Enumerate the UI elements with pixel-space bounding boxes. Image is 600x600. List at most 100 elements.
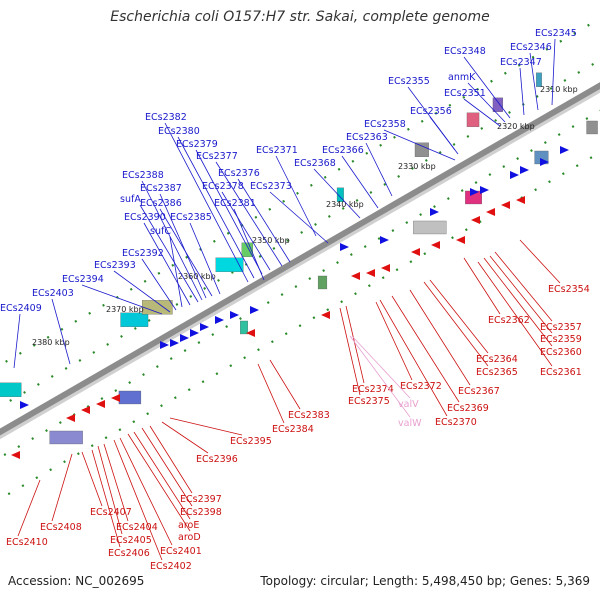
reverse-leader-line xyxy=(494,251,553,322)
reverse-gene-arrow-0 xyxy=(11,451,20,459)
forward-gene-label: ECs2381 xyxy=(214,198,256,209)
forward-gene-label: ECs2345 xyxy=(535,28,577,39)
reverse-gene-label: ECs2365 xyxy=(476,367,518,378)
forward-leader-line xyxy=(429,116,459,155)
reverse-leader-line xyxy=(169,417,243,436)
scale-tick-label: 2350 kbp xyxy=(252,236,290,245)
forward-gene-label: ECs2346 xyxy=(510,42,552,53)
reverse-gene-arrow-13 xyxy=(471,216,480,224)
reverse-gene-block-0 xyxy=(49,430,83,445)
reverse-gene-arrow-6 xyxy=(321,311,330,319)
forward-gene-arrow-3 xyxy=(180,334,189,342)
reverse-gene-arrow-10 xyxy=(411,248,420,256)
reverse-gene-arrow-1 xyxy=(66,414,75,422)
forward-gene-label: ECs2358 xyxy=(364,119,406,130)
reverse-gene-label: ECs2360 xyxy=(540,347,582,358)
forward-gene-block-0 xyxy=(0,382,22,397)
reverse-leader-line xyxy=(133,431,191,520)
forward-gene-label: ECs2388 xyxy=(122,170,164,181)
accession-text: Accession: NC_002695 xyxy=(8,574,145,588)
reverse-gene-label: ECs2401 xyxy=(160,546,202,557)
reverse-gene-label: ECs2369 xyxy=(447,403,489,414)
reverse-gene-label: ECs2364 xyxy=(476,354,518,365)
forward-leader-line xyxy=(215,161,283,267)
reverse-leader-line xyxy=(375,301,413,381)
reverse-gene-arrow-3 xyxy=(96,400,105,408)
reverse-gene-arrow-9 xyxy=(381,264,390,272)
reverse-gene-arrow-16 xyxy=(516,196,525,204)
forward-leader-line xyxy=(113,270,171,313)
reverse-leader-line xyxy=(477,261,553,367)
reverse-leader-line xyxy=(127,433,191,532)
reverse-gene-label: ECs2397 xyxy=(180,494,222,505)
reverse-leader-line xyxy=(91,449,121,548)
forward-leader-line xyxy=(529,52,539,111)
forward-gene-block-3 xyxy=(215,257,244,272)
reverse-gene-label: ECs2372 xyxy=(400,381,442,392)
forward-gene-arrow-7 xyxy=(230,311,239,319)
reverse-gene-block-7 xyxy=(586,120,598,135)
reverse-gene-label: ECs2361 xyxy=(540,367,582,378)
forward-leader-line xyxy=(463,56,511,119)
reverse-gene-arrow-8 xyxy=(366,269,375,277)
forward-gene-label: ECs2382 xyxy=(145,112,187,123)
forward-gene-block-4 xyxy=(241,242,253,257)
scale-tick-label: 2320 kbp xyxy=(497,122,535,131)
reverse-gene-label: ECs2406 xyxy=(108,548,150,559)
forward-gene-label: ECs2392 xyxy=(122,248,164,259)
forward-leader-line xyxy=(269,191,329,244)
reverse-gene-label: ECs2354 xyxy=(548,284,590,295)
forward-gene-arrow-16 xyxy=(540,158,549,166)
reverse-gene-label: ECs2395 xyxy=(230,436,272,447)
backbone-shadow xyxy=(0,82,600,440)
forward-gene-label: ECs2394 xyxy=(62,274,104,285)
forward-gene-label: ECs2403 xyxy=(32,288,74,299)
forward-leader-line xyxy=(519,67,525,116)
reverse-leader-line xyxy=(149,425,193,494)
reverse-gene-block-3 xyxy=(317,275,328,290)
forward-gene-arrow-10 xyxy=(380,236,389,244)
forward-gene-label: ECs2366 xyxy=(322,145,364,156)
trna-leader-line xyxy=(351,335,411,399)
forward-gene-block-5 xyxy=(336,187,344,202)
reverse-gene-label: ECs2410 xyxy=(6,537,48,548)
forward-gene-label: ECs2355 xyxy=(388,76,430,87)
trna-leader-line xyxy=(349,335,411,418)
reverse-leader-line xyxy=(463,257,501,315)
forward-gene-label: ECs2393 xyxy=(94,260,136,271)
reverse-leader-line xyxy=(379,299,448,417)
forward-gene-label: sufC xyxy=(150,226,171,237)
forward-gene-label: ECs2356 xyxy=(410,106,452,117)
forward-gene-label: ECs2347 xyxy=(500,57,542,68)
scale-tick-label: 2370 kbp xyxy=(106,305,144,314)
forward-gene-arrow-1 xyxy=(160,341,169,349)
forward-leader-line xyxy=(313,168,361,219)
forward-gene-arrow-2 xyxy=(170,339,179,347)
forward-leader-line xyxy=(51,298,71,365)
reverse-gene-label: ECs2407 xyxy=(90,507,132,518)
reverse-gene-arrow-5 xyxy=(246,329,255,337)
forward-gene-label: ECs2348 xyxy=(444,46,486,57)
reverse-gene-arrow-12 xyxy=(456,236,465,244)
forward-gene-label: ECs2376 xyxy=(218,168,260,179)
forward-gene-arrow-12 xyxy=(470,188,479,196)
reverse-gene-label: ECs2359 xyxy=(540,334,582,345)
forward-leader-line xyxy=(551,38,556,106)
forward-gene-label: ECs2368 xyxy=(294,158,336,169)
forward-gene-arrow-5 xyxy=(200,323,209,331)
trna-gene-label: valW xyxy=(398,418,422,429)
reverse-leader-line xyxy=(269,359,301,410)
forward-gene-label: ECs2380 xyxy=(158,126,200,137)
forward-gene-label: ECs2390 xyxy=(124,212,166,223)
reverse-gene-label: ECs2405 xyxy=(110,535,152,546)
reverse-gene-label: ECs2404 xyxy=(116,522,158,533)
forward-leader-line xyxy=(81,284,163,315)
forward-gene-block-1 xyxy=(120,312,149,327)
reverse-gene-label: ECs2408 xyxy=(40,522,82,533)
forward-gene-label: ECs2378 xyxy=(202,181,244,192)
reverse-leader-line xyxy=(161,421,209,454)
reverse-leader-line xyxy=(17,479,41,537)
forward-leader-line xyxy=(177,136,255,279)
forward-gene-arrow-14 xyxy=(510,171,519,179)
